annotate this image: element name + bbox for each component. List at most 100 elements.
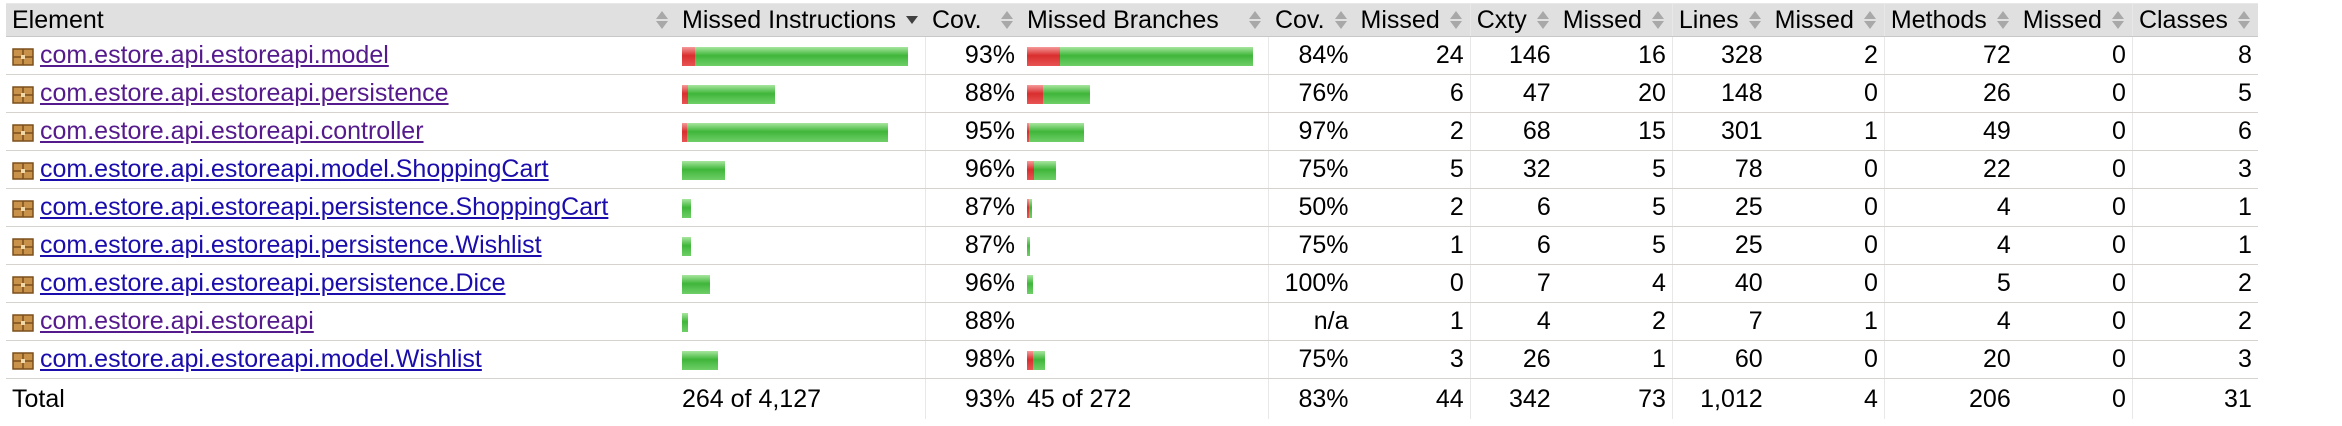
total-methods: 206 xyxy=(1884,379,2016,420)
missed-branches-bar-cell xyxy=(1021,265,1269,303)
package-icon xyxy=(12,83,34,103)
covered-bar-segment xyxy=(682,351,718,370)
header-missed-classes[interactable]: Missed xyxy=(2017,4,2133,37)
covered-bar-segment xyxy=(695,47,908,66)
package-cell: com.estore.api.estoreapi.persistence.Dic… xyxy=(6,265,676,303)
covered-bar-segment xyxy=(682,313,688,332)
header-complexity[interactable]: Cxty xyxy=(1470,4,1557,37)
sort-icon xyxy=(1749,10,1761,30)
complexity: 146 xyxy=(1470,37,1557,75)
package-cell: com.estore.api.estoreapi.model.ShoppingC… xyxy=(6,151,676,189)
covered-bar-segment xyxy=(688,85,775,104)
missed-instructions-bar xyxy=(682,199,691,218)
missed-classes: 0 xyxy=(2017,113,2133,151)
sort-icon xyxy=(656,10,668,30)
instructions-coverage: 96% xyxy=(926,151,1021,189)
lines: 25 xyxy=(1672,189,1768,227)
header-classes[interactable]: Classes xyxy=(2132,4,2257,37)
header-missed-methods[interactable]: Missed xyxy=(1769,4,1885,37)
classes: 1 xyxy=(2132,189,2257,227)
branches-coverage: 75% xyxy=(1269,151,1355,189)
branches-coverage: n/a xyxy=(1269,303,1355,341)
header-lines[interactable]: Lines xyxy=(1672,4,1768,37)
classes: 8 xyxy=(2132,37,2257,75)
covered-bar-segment xyxy=(1060,47,1253,66)
package-link[interactable]: com.estore.api.estoreapi xyxy=(40,307,314,335)
package-link[interactable]: com.estore.api.estoreapi.persistence xyxy=(40,79,449,107)
instructions-coverage: 96% xyxy=(926,265,1021,303)
sort-icon xyxy=(2238,10,2250,30)
sort-icon xyxy=(2112,10,2124,30)
missed-instructions-bar xyxy=(682,47,908,66)
package-link[interactable]: com.estore.api.estoreapi.persistence.Wis… xyxy=(40,231,542,259)
missed-lines: 5 xyxy=(1557,227,1673,265)
lines: 40 xyxy=(1672,265,1768,303)
package-link[interactable]: com.estore.api.estoreapi.model.Wishlist xyxy=(40,345,482,373)
total-lines: 1,012 xyxy=(1672,379,1768,420)
package-link[interactable]: com.estore.api.estoreapi.persistence.Dic… xyxy=(40,269,506,297)
missed-methods: 0 xyxy=(1769,75,1885,113)
lines: 7 xyxy=(1672,303,1768,341)
missed-instructions-bar-cell xyxy=(676,303,926,341)
table-row: com.estore.api.estoreapi.model.Wishlist 9… xyxy=(6,341,2258,379)
table-row: com.estore.api.estoreapi 88% n/a 1 4 2 7 1 4 0 2 xyxy=(6,303,2258,341)
covered-bar-segment xyxy=(682,275,710,294)
header-methods[interactable]: Methods xyxy=(1884,4,2016,37)
missed-classes: 0 xyxy=(2017,151,2133,189)
covered-bar-segment xyxy=(1043,85,1090,104)
total-missed-complexity: 44 xyxy=(1355,379,1471,420)
missed-lines: 5 xyxy=(1557,151,1673,189)
sort-icon xyxy=(1537,10,1549,30)
package-icon xyxy=(12,273,34,293)
missed-bar-segment xyxy=(682,47,695,66)
total-missed-branches: 45 of 272 xyxy=(1021,379,1269,420)
package-cell: com.estore.api.estoreapi.persistence.Sho… xyxy=(6,189,676,227)
table-row: com.estore.api.estoreapi.model 93% 84% 24 14… xyxy=(6,37,2258,75)
missed-complexity: 5 xyxy=(1355,151,1471,189)
covered-bar-segment xyxy=(1027,237,1030,256)
package-cell: com.estore.api.estoreapi.persistence xyxy=(6,75,676,113)
covered-bar-segment xyxy=(1029,199,1032,218)
package-link[interactable]: com.estore.api.estoreapi.persistence.Sho… xyxy=(40,193,608,221)
classes: 3 xyxy=(2132,341,2257,379)
missed-instructions-bar xyxy=(682,85,775,104)
covered-bar-segment xyxy=(1029,123,1084,142)
sort-icon xyxy=(1249,10,1261,30)
missed-classes: 0 xyxy=(2017,265,2133,303)
package-cell: com.estore.api.estoreapi.model xyxy=(6,37,676,75)
missed-branches-bar-cell xyxy=(1021,303,1269,341)
total-missed-lines: 73 xyxy=(1557,379,1673,420)
missed-classes: 0 xyxy=(2017,37,2133,75)
total-missed-methods: 4 xyxy=(1769,379,1885,420)
package-link[interactable]: com.estore.api.estoreapi.model xyxy=(40,41,389,69)
header-missed-complexity[interactable]: Missed xyxy=(1355,4,1471,37)
instructions-coverage: 93% xyxy=(926,37,1021,75)
complexity: 68 xyxy=(1470,113,1557,151)
covered-bar-segment xyxy=(687,123,888,142)
methods: 4 xyxy=(1884,303,2016,341)
header-branches-coverage[interactable]: Cov. xyxy=(1269,4,1355,37)
missed-instructions-bar xyxy=(682,237,691,256)
header-missed-lines[interactable]: Missed xyxy=(1557,4,1673,37)
methods: 22 xyxy=(1884,151,2016,189)
covered-bar-segment xyxy=(682,237,691,256)
complexity: 26 xyxy=(1470,341,1557,379)
missed-complexity: 1 xyxy=(1355,227,1471,265)
complexity: 32 xyxy=(1470,151,1557,189)
missed-branches-bar xyxy=(1027,237,1030,256)
table-row: com.estore.api.estoreapi.persistence.Dic… xyxy=(6,265,2258,303)
missed-classes: 0 xyxy=(2017,303,2133,341)
header-missed-instructions[interactable]: Missed Instructions xyxy=(676,4,926,37)
header-missed-branches[interactable]: Missed Branches xyxy=(1021,4,1269,37)
total-complexity: 342 xyxy=(1470,379,1557,420)
missed-complexity: 3 xyxy=(1355,341,1471,379)
package-icon xyxy=(12,159,34,179)
package-link[interactable]: com.estore.api.estoreapi.model.ShoppingC… xyxy=(40,155,549,183)
header-element[interactable]: Element xyxy=(6,4,676,37)
missed-methods: 0 xyxy=(1769,227,1885,265)
package-link[interactable]: com.estore.api.estoreapi.controller xyxy=(40,117,424,145)
header-instructions-coverage[interactable]: Cov. xyxy=(926,4,1021,37)
missed-complexity: 24 xyxy=(1355,37,1471,75)
branches-coverage: 76% xyxy=(1269,75,1355,113)
missed-instructions-bar xyxy=(682,123,888,142)
